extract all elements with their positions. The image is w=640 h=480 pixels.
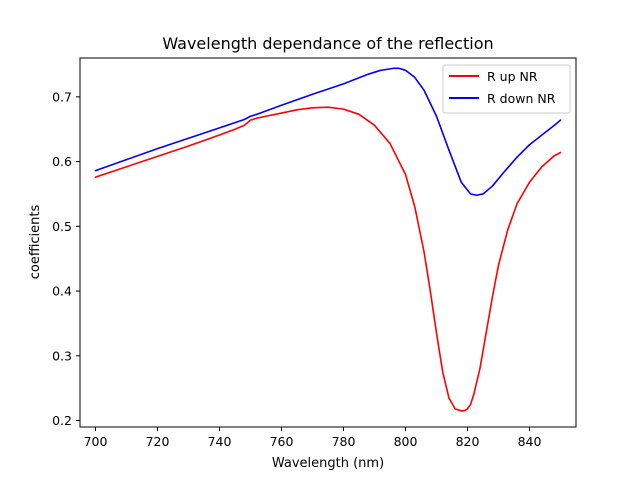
y-tick-label: 0.2: [52, 413, 72, 428]
x-tick-label: 800: [394, 434, 418, 449]
x-tick-label: 720: [146, 434, 170, 449]
series-line-r-up-nr: [94, 106, 562, 412]
x-tick-label: 760: [270, 434, 294, 449]
chart-title: Wavelength dependance of the reflection: [162, 34, 493, 53]
x-axis-ticks: 700 720 740 760 780 800 820 840: [84, 427, 542, 449]
y-tick-label: 0.3: [52, 348, 72, 363]
y-tick-label: 0.7: [52, 89, 72, 104]
plot-frame: [79, 57, 577, 428]
legend: R up NR R down NR: [442, 64, 571, 114]
x-tick-label: 820: [456, 434, 480, 449]
series-layer: [94, 67, 562, 412]
y-tick-label: 0.6: [52, 154, 72, 169]
series-line-r-down-nr: [94, 67, 562, 197]
x-tick-label: 700: [84, 434, 108, 449]
x-tick-label: 780: [332, 434, 356, 449]
legend-label-r-down-nr: R down NR: [487, 91, 556, 106]
y-tick-label: 0.5: [52, 219, 72, 234]
y-axis-label: coefficients: [28, 205, 43, 280]
x-tick-label: 740: [208, 434, 232, 449]
legend-label-r-up-nr: R up NR: [487, 69, 538, 84]
y-tick-label: 0.4: [52, 284, 72, 299]
x-axis-label: Wavelength (nm): [272, 456, 384, 471]
y-axis-ticks: 0.2 0.3 0.4 0.5 0.6 0.7: [52, 89, 80, 428]
x-tick-label: 840: [518, 434, 542, 449]
